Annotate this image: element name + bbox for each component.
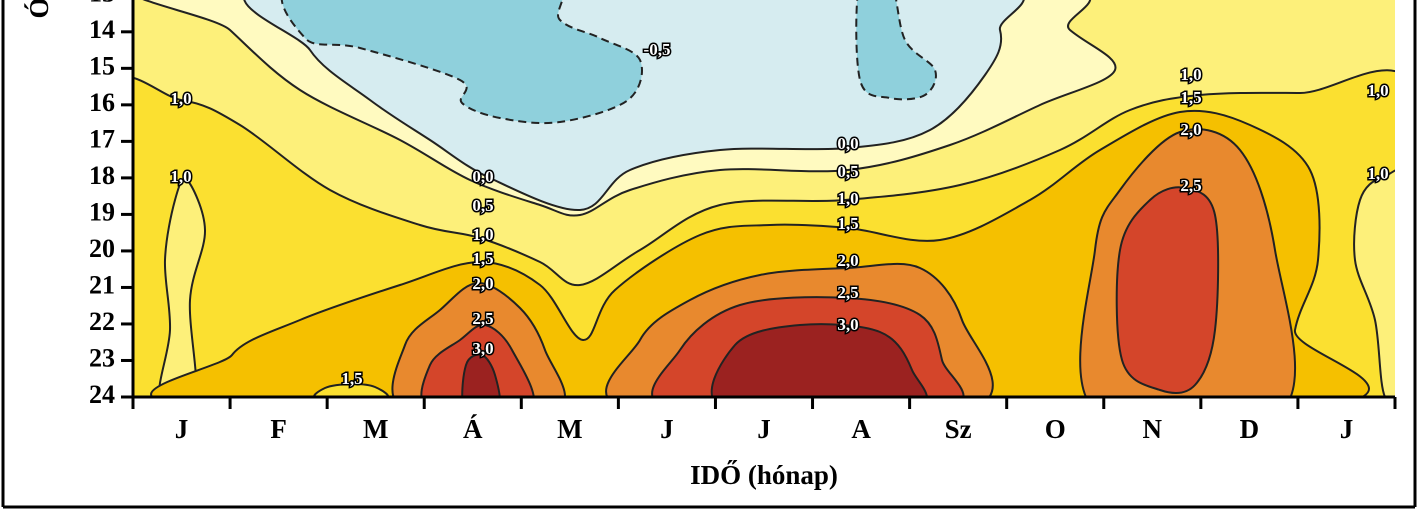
contour-label: 1,5 [837, 214, 858, 233]
contour-label: 3,0 [837, 315, 858, 334]
contour-label: 2,5 [837, 283, 858, 302]
contour-region [710, 323, 928, 397]
contour-label: 0,5 [837, 162, 858, 181]
y-tick-label: 24 [89, 380, 115, 409]
contour-label: 2,0 [1180, 120, 1201, 139]
contour-label: 1,0 [170, 89, 191, 108]
contour-label: 1,5 [341, 369, 362, 388]
y-tick-label: 17 [89, 124, 115, 153]
x-tick-label: J [175, 414, 189, 444]
contour-label: 1,5 [472, 249, 493, 268]
x-tick-label: M [557, 414, 582, 444]
contour-label: -0,5 [644, 40, 671, 59]
x-tick-label: J [660, 414, 674, 444]
contour-label: 2,5 [1180, 176, 1201, 195]
contour-region [313, 382, 390, 397]
contour-region [280, 0, 643, 125]
x-tick-label: J [1340, 414, 1354, 444]
y-tick-label: 15 [89, 51, 115, 80]
contour-label: 2,0 [472, 274, 493, 293]
contour-labels: 1,0 1,0 0,0 0,5 1,0 1,5 2,0 2,5 3,0 1,5 -0,5 0,0 0,5… [169, 38, 1390, 389]
contour-label: 1,0 [1180, 65, 1201, 84]
x-tick-label: N [1143, 414, 1163, 444]
y-axis-label: Ó [24, 0, 54, 19]
contour-label: 0,0 [837, 134, 858, 153]
contour-label: 1,0 [1367, 81, 1388, 100]
contour-region [1115, 186, 1220, 394]
y-tick-label: 20 [89, 234, 115, 263]
contour-label: 2,0 [837, 251, 858, 270]
contour-label: 1,0 [837, 189, 858, 208]
contour-label: 2,5 [472, 309, 493, 328]
contour-label: 1,5 [1180, 88, 1201, 107]
x-tick-label: O [1045, 414, 1066, 444]
x-tick-label: M [363, 414, 388, 444]
contour-label: 3,0 [472, 339, 493, 358]
y-tick-label: 22 [89, 307, 115, 336]
contour-region [1353, 169, 1395, 397]
y-tick-label: 18 [89, 161, 115, 190]
x-tick-label: F [270, 414, 287, 444]
x-tick-label: J [757, 414, 771, 444]
contour-region [855, 0, 937, 101]
contour-label: 1,0 [472, 225, 493, 244]
contour-label: 1,0 [1367, 164, 1388, 183]
x-tick-label: Á [463, 414, 483, 444]
y-tick-label: 23 [89, 343, 115, 372]
contour-label: 1,0 [170, 167, 191, 186]
y-tick-label: 19 [89, 197, 115, 226]
x-tick-label: A [851, 414, 871, 444]
contour-region [461, 353, 501, 397]
contour-label: 0,0 [472, 167, 493, 186]
x-axis-label: IDŐ (hónap) [690, 459, 838, 490]
y-tick-label: 14 [89, 15, 115, 44]
plot-area [133, 0, 1395, 397]
y-tick-label: 13 [89, 0, 115, 7]
contour-label: 0,5 [472, 196, 493, 215]
x-tick-label: Sz [945, 414, 972, 444]
x-tick-label: D [1240, 414, 1260, 444]
y-tick-label: 21 [89, 270, 115, 299]
y-tick-label: 16 [89, 88, 115, 117]
